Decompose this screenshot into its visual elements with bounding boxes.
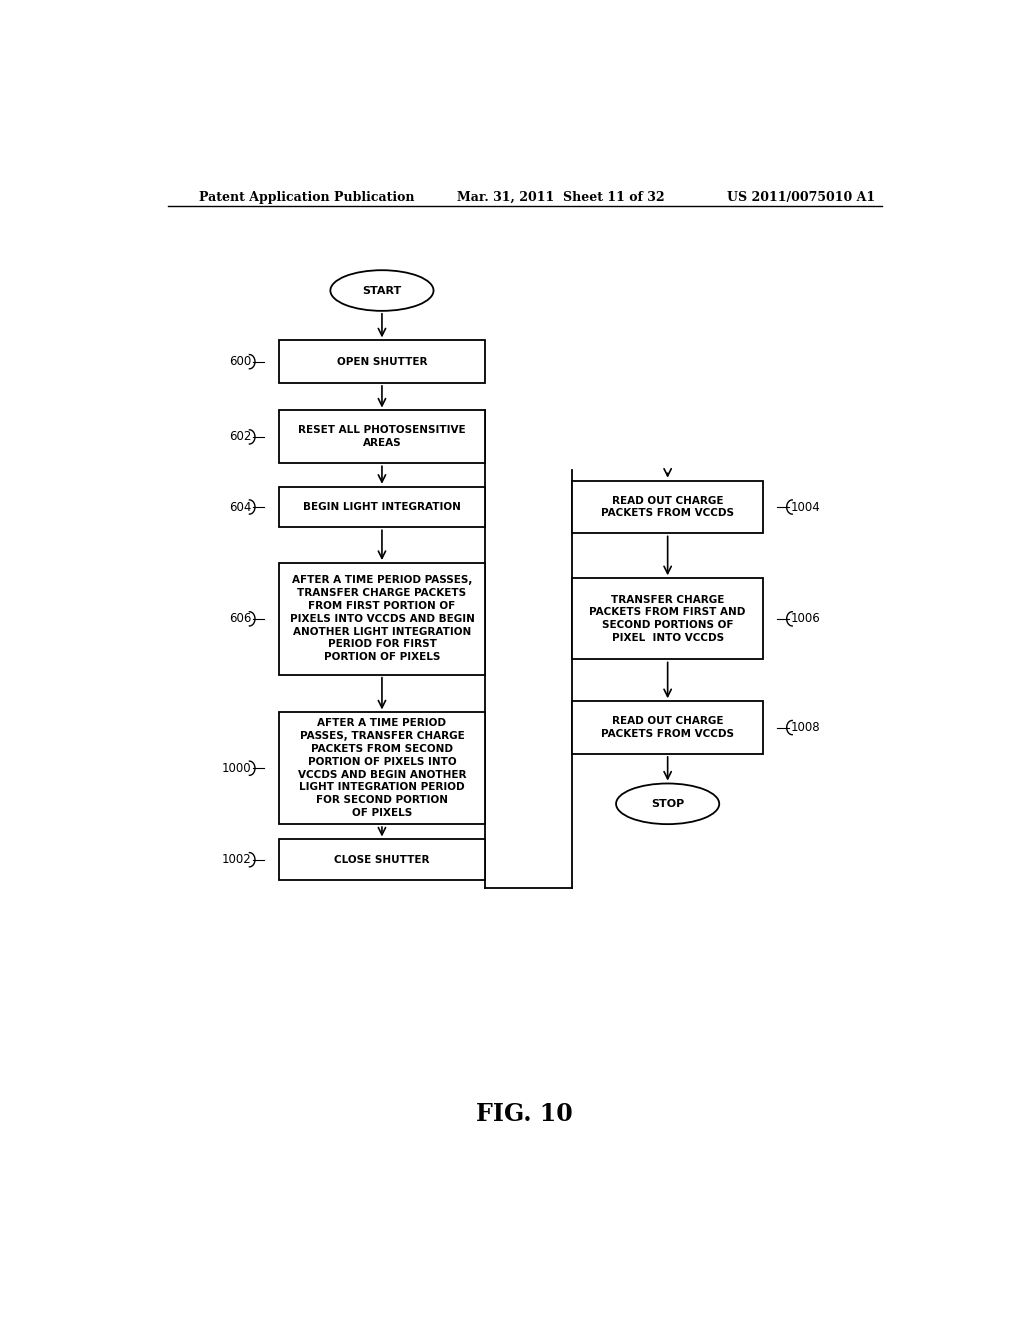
Ellipse shape [616, 784, 719, 824]
Text: READ OUT CHARGE
PACKETS FROM VCCDS: READ OUT CHARGE PACKETS FROM VCCDS [601, 717, 734, 739]
FancyBboxPatch shape [572, 701, 763, 754]
Text: TRANSFER CHARGE
PACKETS FROM FIRST AND
SECOND PORTIONS OF
PIXEL  INTO VCCDS: TRANSFER CHARGE PACKETS FROM FIRST AND S… [590, 594, 745, 643]
FancyBboxPatch shape [279, 840, 485, 880]
Text: OPEN SHUTTER: OPEN SHUTTER [337, 356, 427, 367]
Text: 1006: 1006 [791, 612, 820, 626]
Ellipse shape [331, 271, 433, 312]
FancyBboxPatch shape [572, 480, 763, 533]
Text: READ OUT CHARGE
PACKETS FROM VCCDS: READ OUT CHARGE PACKETS FROM VCCDS [601, 495, 734, 519]
Text: AFTER A TIME PERIOD
PASSES, TRANSFER CHARGE
PACKETS FROM SECOND
PORTION OF PIXEL: AFTER A TIME PERIOD PASSES, TRANSFER CHA… [298, 718, 466, 818]
Text: US 2011/0075010 A1: US 2011/0075010 A1 [727, 190, 876, 203]
Text: 604: 604 [228, 500, 251, 513]
Text: BEGIN LIGHT INTEGRATION: BEGIN LIGHT INTEGRATION [303, 502, 461, 512]
Text: 1004: 1004 [791, 500, 820, 513]
FancyBboxPatch shape [572, 578, 763, 660]
Text: 1000: 1000 [221, 762, 251, 775]
Text: 606: 606 [228, 612, 251, 626]
Text: Patent Application Publication: Patent Application Publication [200, 190, 415, 203]
Text: START: START [362, 285, 401, 296]
Text: 602: 602 [228, 430, 251, 444]
Text: RESET ALL PHOTOSENSITIVE
AREAS: RESET ALL PHOTOSENSITIVE AREAS [298, 425, 466, 449]
FancyBboxPatch shape [279, 713, 485, 824]
Text: CLOSE SHUTTER: CLOSE SHUTTER [334, 855, 430, 865]
FancyBboxPatch shape [279, 341, 485, 383]
Text: AFTER A TIME PERIOD PASSES,
TRANSFER CHARGE PACKETS
FROM FIRST PORTION OF
PIXELS: AFTER A TIME PERIOD PASSES, TRANSFER CHA… [290, 576, 474, 663]
Text: STOP: STOP [651, 799, 684, 809]
Text: 1008: 1008 [791, 721, 820, 734]
FancyBboxPatch shape [279, 487, 485, 528]
FancyBboxPatch shape [279, 562, 485, 675]
FancyBboxPatch shape [279, 411, 485, 463]
Text: 600: 600 [228, 355, 251, 368]
Text: Mar. 31, 2011  Sheet 11 of 32: Mar. 31, 2011 Sheet 11 of 32 [458, 190, 665, 203]
Text: 1002: 1002 [221, 853, 251, 866]
Text: FIG. 10: FIG. 10 [476, 1102, 573, 1126]
